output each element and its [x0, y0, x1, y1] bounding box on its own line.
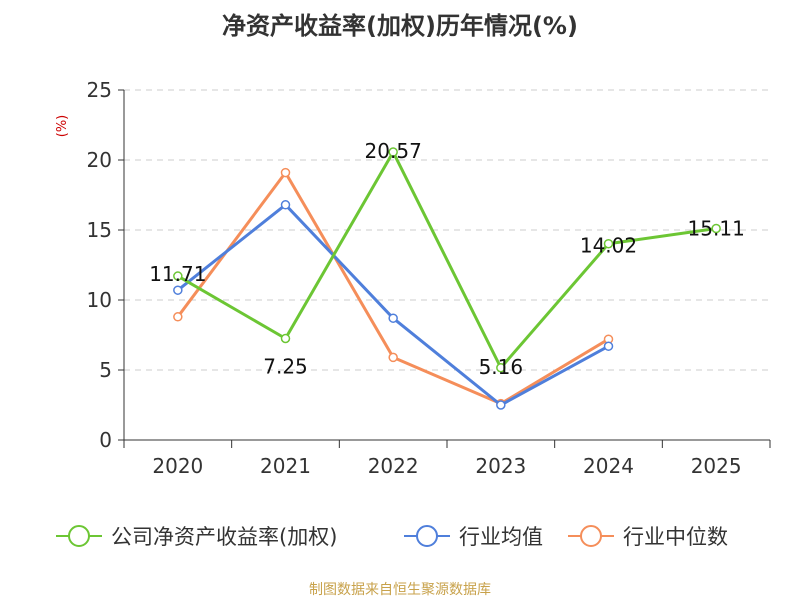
y-tick-label: 5 — [99, 358, 112, 382]
series-point — [173, 312, 183, 322]
legend-marker — [68, 525, 90, 547]
legend-item[interactable]: 行业中位数 — [568, 525, 728, 549]
gridlines — [124, 89, 770, 371]
series-point — [496, 363, 506, 373]
x-tick-label: 2020 — [152, 454, 203, 478]
y-tick-label: 0 — [99, 428, 112, 452]
x-tick-label: 2021 — [260, 454, 311, 478]
series-line — [176, 203, 610, 407]
series-point — [173, 271, 183, 281]
series-point — [280, 333, 291, 344]
series-line — [176, 171, 610, 406]
source-note: 制图数据来自恒生聚源数据库 — [309, 582, 491, 598]
x-tick-label: 2022 — [368, 454, 419, 478]
data-label: 20.57 — [365, 139, 422, 163]
y-tick-label: 20 — [87, 148, 112, 172]
x-tick-label: 2025 — [691, 454, 742, 478]
series-point — [388, 352, 398, 363]
data-label: 5.16 — [479, 355, 524, 379]
series-point — [280, 200, 291, 210]
series-point — [388, 147, 398, 157]
legend[interactable]: 公司净资产收益率(加权) 行业均值 行业中位数 — [56, 525, 728, 549]
data-label: 15.11 — [688, 216, 745, 240]
legend-label: 行业中位数 — [623, 525, 728, 549]
data-label: 14.02 — [580, 234, 637, 258]
series-point — [603, 238, 614, 249]
x-tick-label: 2024 — [583, 454, 634, 478]
legend-label: 行业均值 — [459, 525, 543, 549]
y-tick-label: 25 — [87, 78, 112, 102]
series-point — [603, 341, 614, 351]
series-group — [173, 147, 721, 410]
y-tick-label: 15 — [87, 218, 112, 242]
legend-item[interactable]: 行业均值 — [404, 525, 543, 549]
legend-marker — [416, 525, 438, 547]
series-point — [388, 313, 398, 323]
series-point — [173, 285, 183, 295]
data-label: 7.25 — [263, 355, 308, 379]
y-tick-label: 10 — [87, 288, 112, 312]
series-point — [711, 223, 721, 234]
legend-label: 公司净资产收益率(加权) — [111, 525, 337, 549]
series-point — [496, 400, 506, 410]
data-label: 11.71 — [149, 262, 206, 286]
data-labels: 11.71 7.25 20.57 5.16 14.02 15.11 — [149, 139, 745, 379]
series-point — [280, 167, 291, 178]
y-axis-unit-label: (%) — [55, 115, 70, 138]
x-tick-label: 2023 — [475, 454, 526, 478]
legend-marker — [580, 525, 602, 547]
series-line — [176, 150, 718, 370]
chart-title: 净资产收益率(加权)历年情况(%) — [222, 12, 578, 40]
legend-item[interactable]: 公司净资产收益率(加权) — [56, 525, 337, 549]
